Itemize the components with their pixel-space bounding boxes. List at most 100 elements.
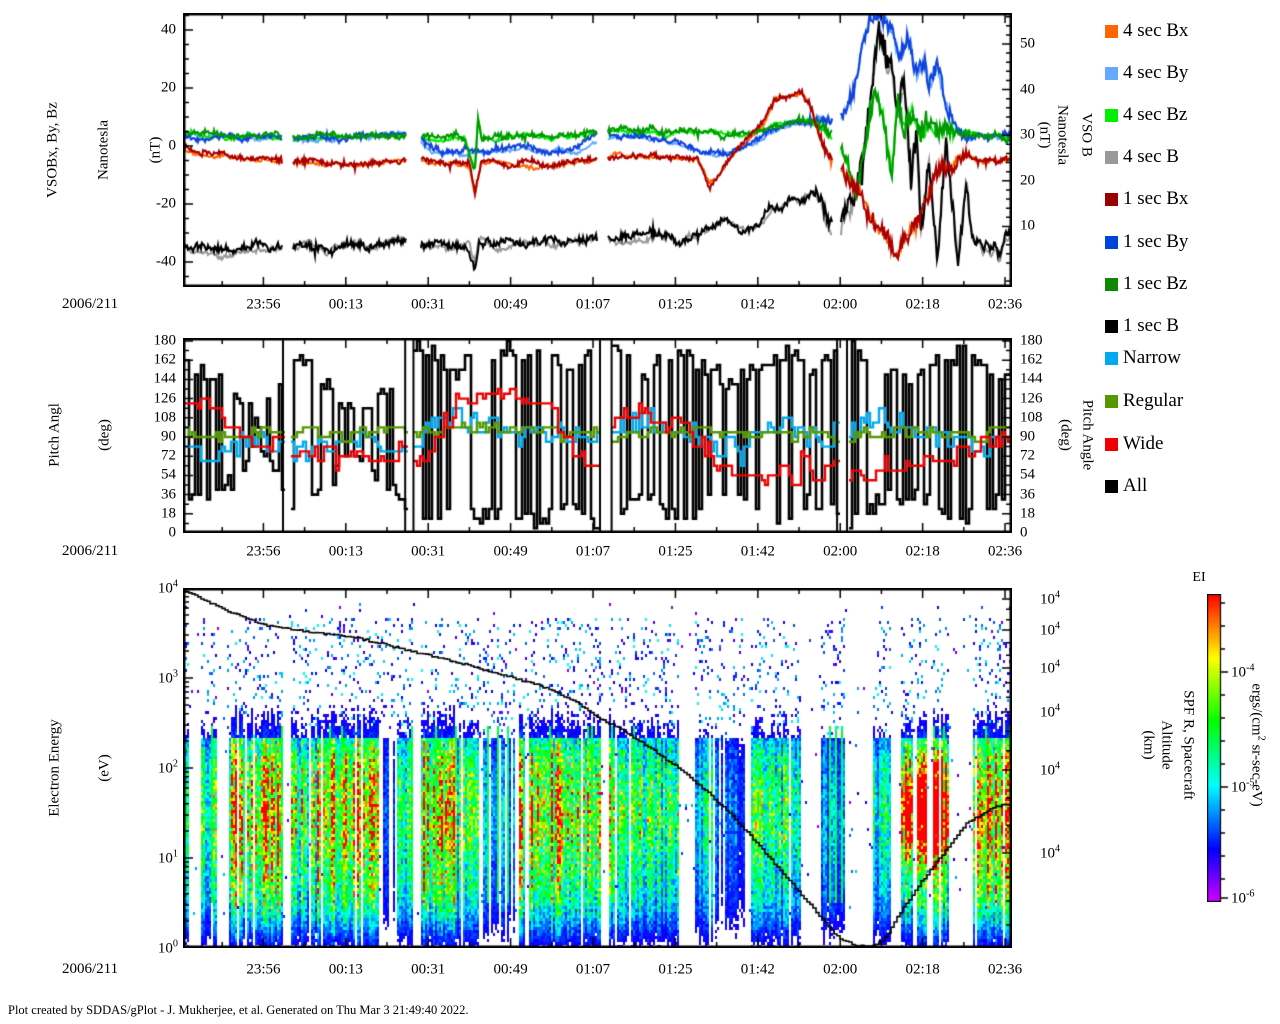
- p1-right-axis-label-line1: VSO B: [1078, 113, 1095, 157]
- time-label-00:31: 00:31: [411, 296, 446, 313]
- colorbar-unit-pre: ergs/(cm: [1248, 683, 1265, 736]
- p1-left-axis-label-line1: VSOBx, By, Bz: [44, 102, 61, 198]
- p2-right-tick-0: 0: [1020, 524, 1028, 541]
- p3-left-tick-1e4: 104: [157, 578, 178, 597]
- legend-item-4-sec-Bz: 4 sec Bz: [1105, 104, 1187, 126]
- time-label-00:49: 00:49: [493, 543, 528, 560]
- colorbar-tick-1e-4: 10-4: [1231, 662, 1255, 681]
- legend-item-1-sec-Bx: 1 sec Bx: [1105, 188, 1188, 210]
- p1-right-axis-label-line2: Nanotesla: [1054, 105, 1071, 165]
- colorbar-tick-1e-5: 10-5: [1231, 777, 1255, 796]
- p2-left-tick-90: 90: [161, 428, 176, 445]
- legend-item-narrow: Narrow: [1105, 347, 1181, 369]
- p1-right-tick-20: 20: [1020, 172, 1035, 189]
- time-label-02:36: 02:36: [987, 543, 1023, 560]
- p1-right-tick-40: 40: [1020, 81, 1035, 98]
- p3-right-tick-2: 104: [1040, 658, 1061, 677]
- time-label-00:13: 00:13: [328, 296, 363, 313]
- legend-label: Narrow: [1123, 347, 1182, 368]
- time-label-00:31: 00:31: [411, 961, 446, 978]
- time-label-23:56: 23:56: [246, 543, 281, 560]
- p2-right-tick-90: 90: [1020, 428, 1035, 445]
- legend-label: 1 sec By: [1123, 231, 1189, 252]
- colorbar-title: EI: [1192, 570, 1206, 585]
- legend-swatch-icon: [1105, 235, 1118, 249]
- legend-item-wide: Wide: [1105, 433, 1163, 455]
- colorbar: [1207, 594, 1229, 902]
- time-label-02:36: 02:36: [987, 296, 1023, 313]
- legend-item-regular: Regular: [1105, 390, 1183, 412]
- p1-date-label: 2006/211: [62, 296, 119, 312]
- legend-swatch-icon: [1105, 437, 1118, 451]
- pitch-angle-plot: [183, 338, 1012, 533]
- legend-swatch-icon: [1105, 24, 1118, 38]
- p3-left-tick-1e2: 102: [157, 758, 178, 777]
- p1-left-axis-label-line2: Nanotesla: [95, 120, 112, 180]
- legend-swatch-icon: [1105, 394, 1118, 408]
- time-label-02:18: 02:18: [905, 296, 940, 313]
- p2-left-tick-0: 0: [168, 524, 177, 541]
- p3-right-axis-label-line3: (km): [1140, 730, 1157, 760]
- legend-item-4-sec-Bx: 4 sec Bx: [1105, 20, 1188, 42]
- p3-date-label: 2006/211: [62, 961, 119, 977]
- legend-label: 4 sec B: [1123, 146, 1179, 167]
- time-label-02:00: 02:00: [823, 961, 858, 978]
- p1-right-axis-label-line3: (nT): [1036, 121, 1053, 149]
- time-label-23:56: 23:56: [246, 961, 281, 978]
- p1-left-tick-20: 20: [161, 79, 176, 96]
- p1-right-tick-30: 30: [1020, 126, 1035, 143]
- time-label-02:36: 02:36: [987, 961, 1023, 978]
- colorbar-unit-post: sr-sec-eV): [1248, 740, 1265, 807]
- p3-left-tick-1e0: 100: [157, 938, 178, 957]
- legend-label: Wide: [1123, 433, 1164, 454]
- p2-right-tick-126: 126: [1020, 390, 1043, 407]
- p2-left-axis-label-line2: (deg): [96, 419, 113, 451]
- p3-left-tick-1e1: 101: [157, 848, 178, 867]
- legend-item-1-sec-Bz: 1 sec Bz: [1105, 273, 1187, 295]
- time-label-02:18: 02:18: [905, 961, 940, 978]
- p2-right-axis-label-line1: Pitch Angle: [1079, 399, 1096, 471]
- colorbar-tick-1e-6: 10-6: [1231, 888, 1255, 907]
- p2-left-tick-180: 180: [153, 332, 177, 349]
- time-label-01:07: 01:07: [575, 296, 611, 313]
- p1-right-tick-10: 10: [1020, 217, 1035, 234]
- p3-left-tick-1e3: 103: [157, 668, 178, 687]
- p2-right-tick-54: 54: [1020, 466, 1035, 483]
- p2-left-tick-126: 126: [153, 390, 177, 407]
- time-label-00:13: 00:13: [328, 961, 363, 978]
- time-label-01:42: 01:42: [740, 296, 775, 313]
- p3-right-axis-label-line1: SPF R, Spacecraft: [1180, 690, 1197, 800]
- footer-credit: Plot created by SDDAS/gPlot - J. Mukherj…: [8, 1003, 469, 1017]
- legend-swatch-icon: [1105, 351, 1118, 365]
- p2-right-tick-144: 144: [1020, 370, 1043, 387]
- time-label-01:25: 01:25: [658, 961, 693, 978]
- time-label-02:00: 02:00: [823, 543, 858, 560]
- legend-swatch-icon: [1105, 108, 1118, 122]
- time-label-01:07: 01:07: [575, 543, 611, 560]
- p1-right-tick-50: 50: [1020, 35, 1035, 52]
- p2-right-axis-label-line2: (deg): [1057, 419, 1074, 451]
- time-label-01:42: 01:42: [740, 543, 775, 560]
- p2-left-tick-72: 72: [161, 447, 176, 464]
- legend-item-4-sec-B: 4 sec B: [1105, 146, 1179, 168]
- time-label-00:31: 00:31: [411, 543, 446, 560]
- p2-left-tick-144: 144: [153, 370, 177, 387]
- legend-label: All: [1123, 475, 1148, 496]
- legend-label: 4 sec Bx: [1123, 20, 1189, 41]
- time-label-00:49: 00:49: [493, 961, 528, 978]
- p2-left-tick-18: 18: [161, 505, 176, 522]
- electron-spectrogram-plot: [183, 588, 1012, 948]
- p1-left-tick-40: 40: [161, 21, 176, 38]
- p3-right-tick-5: 104: [1040, 843, 1061, 862]
- time-label-23:56: 23:56: [246, 296, 281, 313]
- legend-swatch-icon: [1105, 277, 1118, 291]
- p2-right-tick-72: 72: [1020, 447, 1035, 464]
- p2-left-axis-label-line1: Pitch Angl: [46, 403, 63, 467]
- legend-label: 1 sec B: [1123, 315, 1179, 336]
- legend-item-4-sec-By: 4 sec By: [1105, 62, 1188, 84]
- legend-item-1-sec-By: 1 sec By: [1105, 231, 1188, 253]
- p2-right-tick-108: 108: [1020, 409, 1043, 426]
- time-label-01:25: 01:25: [658, 543, 693, 560]
- p3-right-axis-label-line2: Altitude: [1158, 720, 1175, 770]
